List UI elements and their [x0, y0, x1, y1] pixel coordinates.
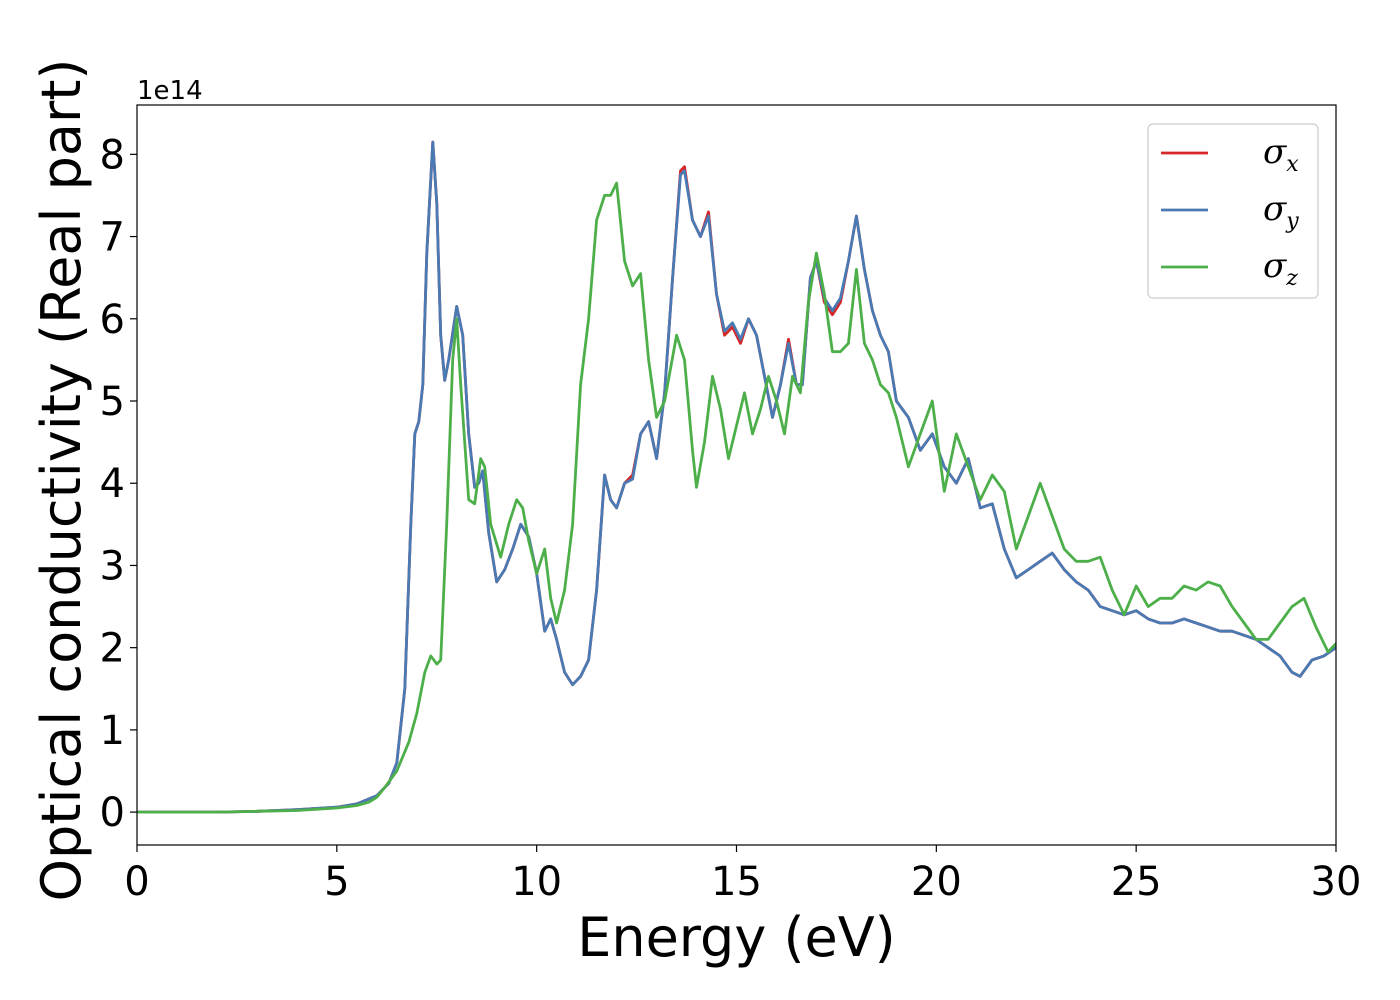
series-layer	[137, 140, 1336, 814]
y-tick-label: 5	[100, 379, 125, 425]
legend-item-x: σx	[1161, 132, 1299, 177]
x-tick-label: 5	[324, 859, 349, 905]
x-tick-label: 0	[124, 859, 149, 905]
y-tick-label: 3	[100, 543, 125, 589]
x-tick-label: 15	[711, 859, 762, 905]
y-tick-label: 1	[100, 708, 125, 754]
y-axis-offset-label: 1e14	[137, 76, 203, 106]
y-axis-title: Optical conductivity (Real part)	[30, 59, 93, 902]
x-tick-label: 10	[511, 859, 562, 905]
legend-label-subscript: y	[1285, 209, 1299, 234]
x-tick-label: 20	[911, 859, 962, 905]
y-tick-label: 7	[100, 215, 125, 261]
x-axis-title: Energy (eV)	[577, 906, 896, 969]
legend-label: σx	[1263, 132, 1299, 177]
x-axis: 0 5 10 15 20 25 30	[124, 845, 1361, 905]
series-line-y	[137, 140, 1336, 814]
y-tick-label: 4	[100, 461, 125, 507]
y-tick-label: 0	[100, 790, 125, 836]
legend-label-subscript: x	[1286, 152, 1299, 177]
legend-label-subscript: z	[1285, 266, 1298, 291]
y-tick-label: 8	[100, 132, 125, 178]
legend-box	[1147, 123, 1319, 299]
series-line-z	[137, 181, 1336, 814]
y-tick-label: 2	[100, 626, 125, 672]
x-tick-label: 25	[1111, 859, 1162, 905]
y-axis: 0 1 2 3 4 5 6 7 8	[100, 132, 137, 836]
x-tick-label: 30	[1311, 859, 1362, 905]
y-tick-label: 6	[100, 297, 125, 343]
